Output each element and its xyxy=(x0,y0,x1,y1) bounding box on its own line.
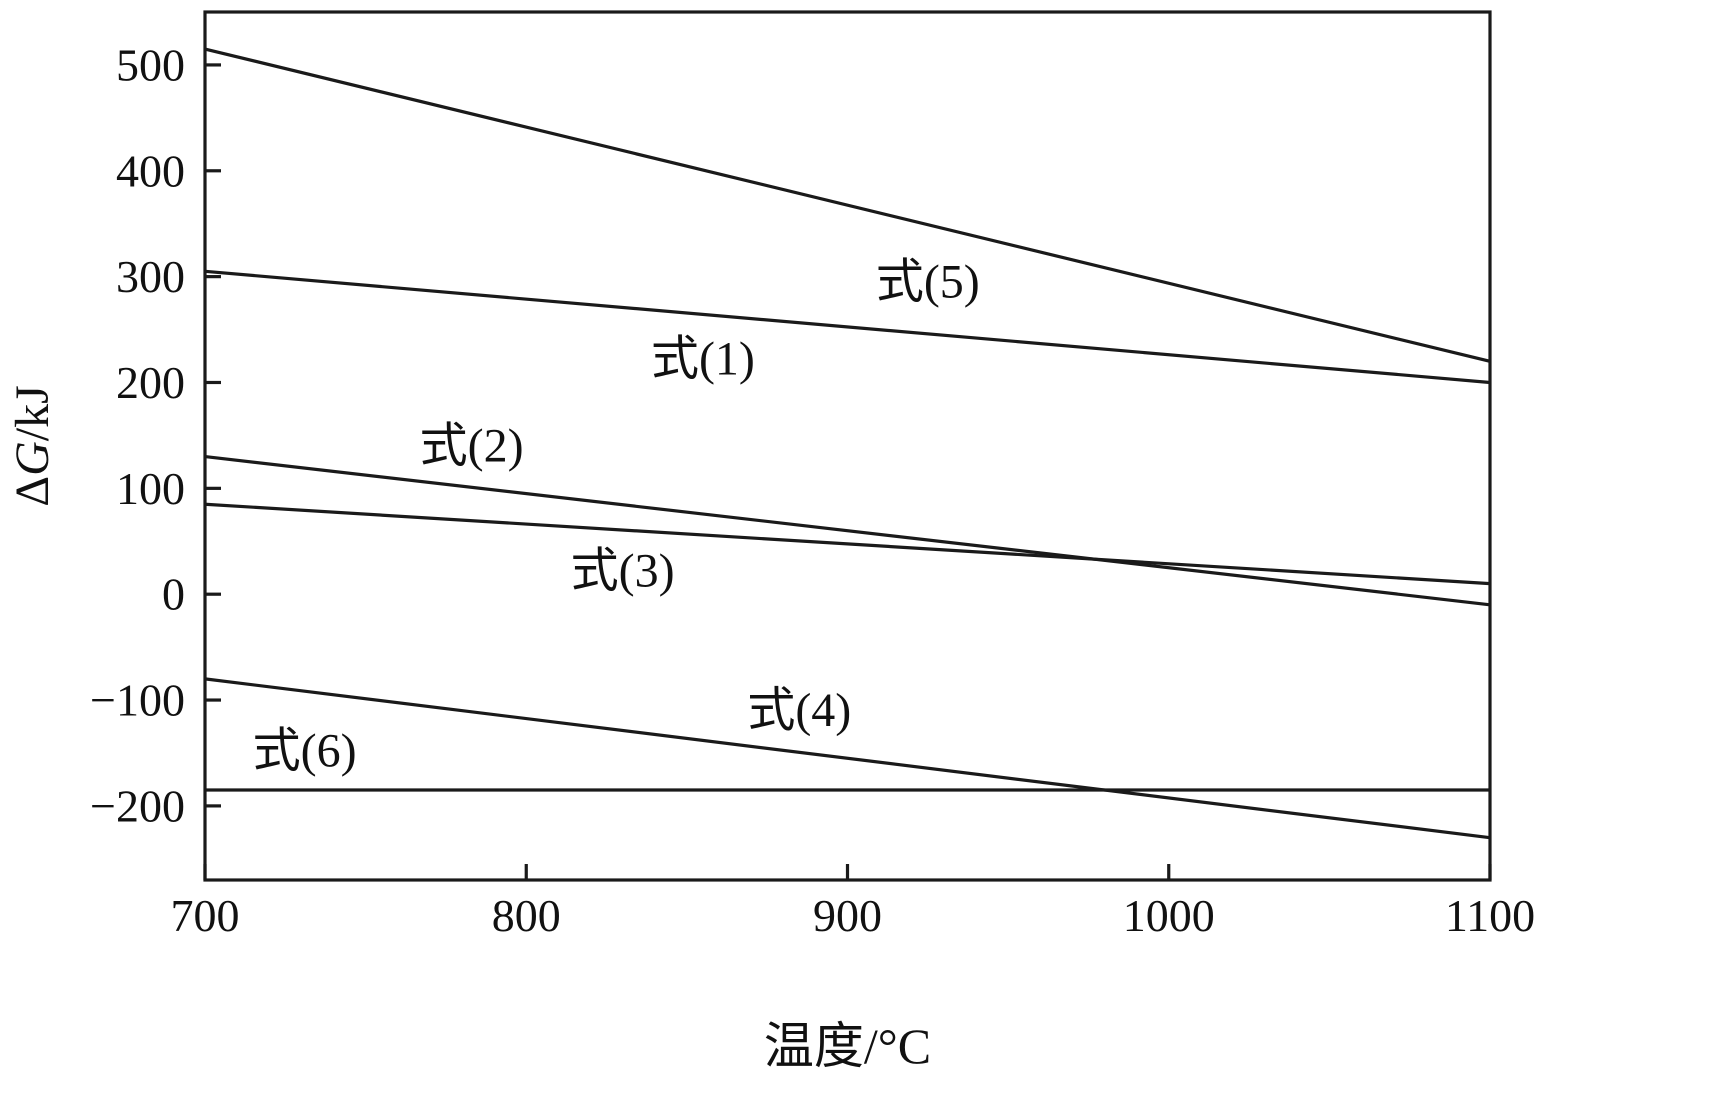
y-tick-label: −100 xyxy=(90,675,185,726)
y-tick-label: −200 xyxy=(90,780,185,831)
x-tick-label: 1000 xyxy=(1123,890,1215,941)
x-tick-label: 800 xyxy=(492,890,561,941)
x-tick-label: 1100 xyxy=(1445,890,1535,941)
x-axis-label: 温度/°C xyxy=(764,1018,931,1074)
x-tick-label: 900 xyxy=(813,890,882,941)
series-line-5 xyxy=(204,677,1491,840)
y-axis-label: ΔG/kJ xyxy=(6,385,59,507)
series-label-5: 式(4) xyxy=(747,684,851,737)
plot-frame xyxy=(203,10,1492,882)
y-tick-label: 500 xyxy=(116,39,185,90)
y-tick-label: 200 xyxy=(116,357,185,408)
y-tick-label: 0 xyxy=(162,569,185,620)
series-line-1 xyxy=(204,47,1491,363)
series-label-2: 式(1) xyxy=(651,333,755,386)
series-label-1: 式(5) xyxy=(876,255,980,308)
x-tick-label: 700 xyxy=(171,890,240,941)
series-line-4 xyxy=(204,502,1491,586)
y-tick-label: 300 xyxy=(116,251,185,302)
series-line-3 xyxy=(204,454,1491,607)
series-line-2 xyxy=(204,269,1491,385)
y-tick-label: 400 xyxy=(116,145,185,196)
series-label-3: 式(2) xyxy=(420,420,524,473)
series-label-6: 式(6) xyxy=(253,724,357,777)
series-label-4: 式(3) xyxy=(571,544,675,597)
y-tick-label: 100 xyxy=(116,463,185,514)
